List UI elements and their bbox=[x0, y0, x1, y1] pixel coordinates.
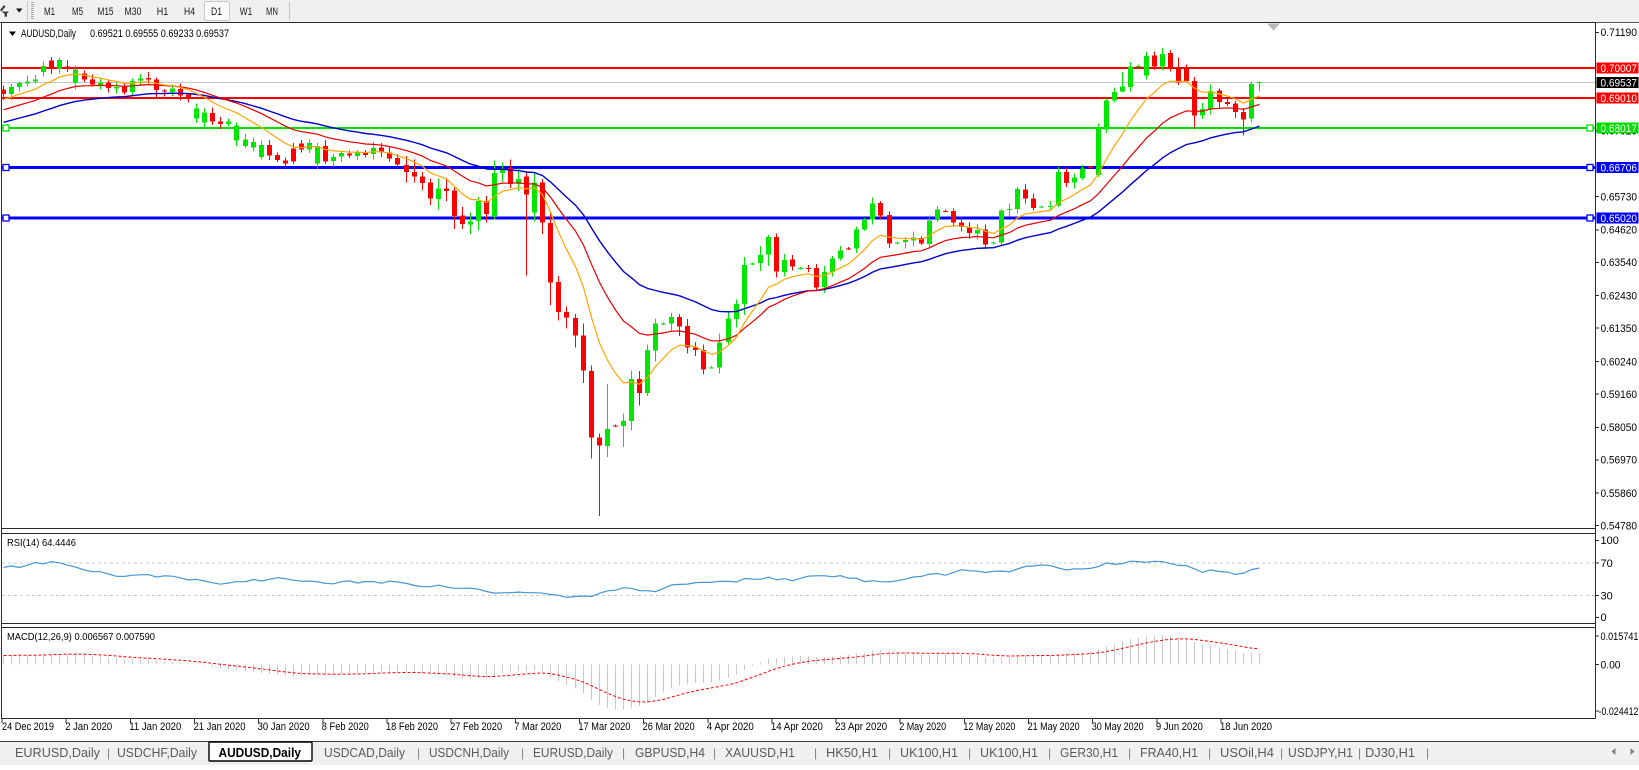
svg-text:27 Feb 2020: 27 Feb 2020 bbox=[450, 721, 502, 733]
svg-text:0.66706: 0.66706 bbox=[1601, 162, 1638, 174]
svg-text:30 Jan 2020: 30 Jan 2020 bbox=[258, 721, 310, 733]
svg-text:|: | bbox=[107, 746, 110, 760]
svg-text:17 Mar 2020: 17 Mar 2020 bbox=[578, 721, 630, 733]
svg-text:HK50,H1: HK50,H1 bbox=[826, 745, 878, 760]
svg-text:0.58050: 0.58050 bbox=[1601, 422, 1638, 434]
svg-text:0.61350: 0.61350 bbox=[1601, 323, 1638, 335]
svg-text:|: | bbox=[521, 746, 524, 760]
svg-text:0.68017: 0.68017 bbox=[1601, 123, 1638, 135]
svg-text:H4: H4 bbox=[184, 6, 195, 18]
svg-text:|: | bbox=[1128, 746, 1131, 760]
svg-text:|: | bbox=[622, 746, 625, 760]
svg-text:|: | bbox=[1048, 746, 1051, 760]
svg-text:0.71190: 0.71190 bbox=[1601, 27, 1638, 39]
svg-text:4 Apr 2020: 4 Apr 2020 bbox=[707, 721, 754, 733]
svg-text:XAUUSD,H1: XAUUSD,H1 bbox=[725, 745, 795, 760]
svg-text:|: | bbox=[814, 746, 817, 760]
svg-text:FRA40,H1: FRA40,H1 bbox=[1140, 745, 1198, 760]
svg-text:0.65020: 0.65020 bbox=[1601, 213, 1638, 225]
svg-text:0.63540: 0.63540 bbox=[1601, 257, 1638, 269]
svg-text:USDJPY,H1: USDJPY,H1 bbox=[1288, 745, 1353, 760]
svg-text:DJ30,H1: DJ30,H1 bbox=[1365, 745, 1415, 760]
svg-text:M30: M30 bbox=[125, 6, 142, 18]
svg-text:0.015741: 0.015741 bbox=[1601, 631, 1639, 643]
svg-text:21 May 2020: 21 May 2020 bbox=[1028, 721, 1080, 733]
svg-text:D1: D1 bbox=[211, 6, 222, 18]
svg-text:12 May 2020: 12 May 2020 bbox=[963, 721, 1015, 733]
svg-text:18 Jun 2020: 18 Jun 2020 bbox=[1220, 721, 1272, 733]
svg-text:0.00: 0.00 bbox=[1601, 659, 1621, 671]
svg-text:AUDUSD,Daily: AUDUSD,Daily bbox=[21, 28, 76, 40]
svg-text:W1: W1 bbox=[240, 6, 253, 18]
svg-text:0.55860: 0.55860 bbox=[1601, 488, 1638, 500]
svg-text:0.54780: 0.54780 bbox=[1601, 521, 1638, 533]
svg-text:2 May 2020: 2 May 2020 bbox=[899, 721, 946, 733]
svg-text:0.59160: 0.59160 bbox=[1601, 389, 1638, 401]
svg-text:0.56970: 0.56970 bbox=[1601, 455, 1638, 467]
svg-text:USDCNH,Daily: USDCNH,Daily bbox=[429, 745, 509, 760]
svg-text:|: | bbox=[968, 746, 971, 760]
svg-text:21 Jan 2020: 21 Jan 2020 bbox=[194, 721, 246, 733]
svg-text:100: 100 bbox=[1601, 535, 1619, 547]
svg-text:UK100,H1: UK100,H1 bbox=[980, 745, 1038, 760]
svg-text:0.69010: 0.69010 bbox=[1601, 93, 1638, 105]
svg-text:8 Feb 2020: 8 Feb 2020 bbox=[322, 721, 369, 733]
svg-text:USOil,H4: USOil,H4 bbox=[1220, 745, 1274, 760]
svg-text:30: 30 bbox=[1601, 590, 1613, 602]
svg-text:MN: MN bbox=[266, 6, 278, 18]
svg-text:RSI(14) 64.4446: RSI(14) 64.4446 bbox=[7, 537, 76, 549]
svg-text:11 Jan 2020: 11 Jan 2020 bbox=[129, 721, 181, 733]
svg-text:M1: M1 bbox=[44, 6, 55, 18]
svg-text:0.69537: 0.69537 bbox=[1601, 77, 1638, 89]
svg-text:0.65730: 0.65730 bbox=[1601, 191, 1638, 203]
svg-text:M15: M15 bbox=[98, 6, 114, 18]
svg-text:0.69521 0.69555 0.69233 0.6953: 0.69521 0.69555 0.69233 0.69537 bbox=[90, 28, 229, 40]
svg-text:30 May 2020: 30 May 2020 bbox=[1092, 721, 1144, 733]
svg-text:7 Mar 2020: 7 Mar 2020 bbox=[514, 721, 561, 733]
svg-text:GBPUSD,H4: GBPUSD,H4 bbox=[635, 745, 705, 760]
svg-text:2 Jan 2020: 2 Jan 2020 bbox=[65, 721, 112, 733]
svg-text:M5: M5 bbox=[72, 6, 83, 18]
svg-text:0.70007: 0.70007 bbox=[1601, 63, 1638, 75]
svg-text:|: | bbox=[417, 746, 420, 760]
svg-text:GER30,H1: GER30,H1 bbox=[1060, 745, 1118, 760]
svg-text:70: 70 bbox=[1601, 558, 1613, 570]
svg-text:EURUSD,Daily: EURUSD,Daily bbox=[533, 745, 613, 760]
svg-text:|: | bbox=[888, 746, 891, 760]
svg-text:|: | bbox=[1280, 746, 1283, 760]
svg-text:24 Dec 2019: 24 Dec 2019 bbox=[2, 721, 54, 733]
svg-text:AUDUSD,Daily: AUDUSD,Daily bbox=[219, 745, 302, 760]
svg-text:23 Apr 2020: 23 Apr 2020 bbox=[835, 721, 887, 733]
svg-text:USDCAD,Daily: USDCAD,Daily bbox=[324, 745, 405, 760]
svg-text:UK100,H1: UK100,H1 bbox=[900, 745, 958, 760]
svg-text:18 Feb 2020: 18 Feb 2020 bbox=[386, 721, 438, 733]
svg-text:|: | bbox=[1426, 746, 1429, 760]
svg-text:26 Mar 2020: 26 Mar 2020 bbox=[643, 721, 695, 733]
svg-text:|: | bbox=[1358, 746, 1361, 760]
svg-text:0.60240: 0.60240 bbox=[1601, 356, 1638, 368]
svg-text:MACD(12,26,9) 0.006567 0.00759: MACD(12,26,9) 0.006567 0.007590 bbox=[7, 631, 155, 643]
svg-text:|: | bbox=[713, 746, 716, 760]
svg-text:9 Jun 2020: 9 Jun 2020 bbox=[1156, 721, 1203, 733]
svg-text:|: | bbox=[1208, 746, 1211, 760]
svg-text:-0.024412: -0.024412 bbox=[1599, 706, 1639, 718]
svg-text:0.62430: 0.62430 bbox=[1601, 291, 1638, 303]
svg-text:USDCHF,Daily: USDCHF,Daily bbox=[117, 745, 197, 760]
svg-text:0: 0 bbox=[1601, 612, 1607, 624]
svg-text:14 Apr 2020: 14 Apr 2020 bbox=[771, 721, 823, 733]
svg-text:0.64620: 0.64620 bbox=[1601, 225, 1638, 237]
svg-text:EURUSD,Daily: EURUSD,Daily bbox=[15, 745, 100, 760]
svg-text:H1: H1 bbox=[157, 6, 169, 18]
